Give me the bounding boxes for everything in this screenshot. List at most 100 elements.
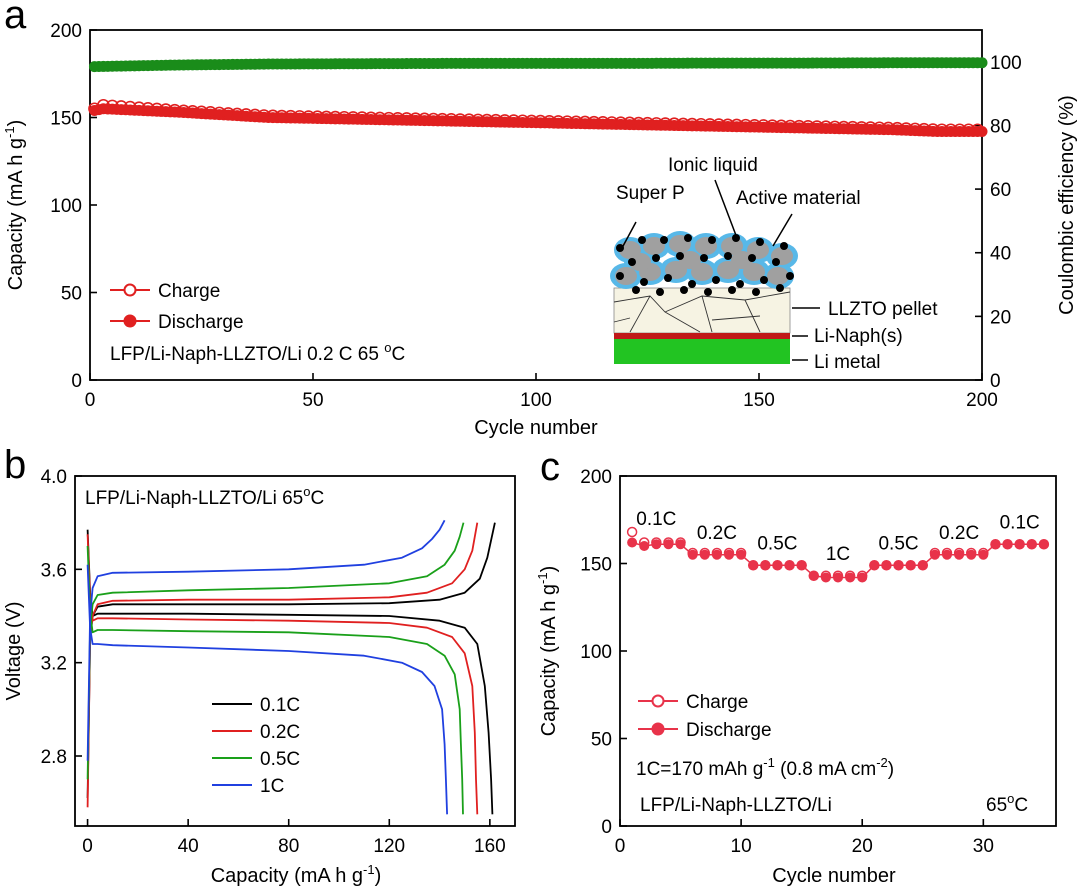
- y-tick-label: 0: [71, 371, 82, 392]
- panel-b-annotation: LFP/Li-Naph-LLZTO/Li 65oC: [85, 484, 324, 509]
- super-p-dot: [752, 288, 760, 296]
- curve-0.5C-charge: [86, 522, 465, 780]
- charge-point: [796, 560, 807, 571]
- legend-discharge-label: Discharge: [158, 312, 244, 333]
- charge-point: [856, 570, 868, 581]
- discharge-point: [990, 539, 1001, 550]
- super-p-dot: [660, 236, 668, 244]
- super-p-dot: [638, 236, 646, 244]
- charge-point: [364, 111, 378, 125]
- x-tick-label: 150: [743, 390, 775, 411]
- charge-point: [650, 117, 663, 130]
- charge-point: [676, 117, 690, 131]
- charge-point: [962, 123, 975, 137]
- discharge-point: [748, 560, 759, 571]
- y-tick-label: 100: [50, 196, 82, 217]
- charge-point: [587, 115, 601, 129]
- charge-point: [418, 112, 431, 126]
- super-p-dot: [684, 234, 692, 242]
- charge-point: [978, 547, 989, 559]
- super-p-dot: [628, 258, 636, 266]
- super-p-dot: [676, 252, 684, 260]
- charge-point: [391, 111, 405, 125]
- charge-point: [311, 110, 324, 124]
- rate-label: 0.2C: [939, 523, 979, 544]
- capacity-series: [88, 98, 988, 137]
- charge-point: [186, 104, 199, 118]
- charge-point: [810, 120, 824, 133]
- super-p-dot: [616, 272, 624, 280]
- charge-point: [774, 119, 788, 133]
- x-tick-label: 0: [615, 836, 626, 857]
- charge-point: [543, 114, 556, 128]
- super-p-dot: [712, 276, 720, 284]
- charge-point: [783, 119, 797, 133]
- panel-c-note-temp: 65oC: [986, 791, 1028, 816]
- super-p-label: Super P: [616, 183, 685, 204]
- charge-point: [213, 106, 226, 120]
- curve-0.1C-discharge: [86, 529, 494, 815]
- charge-point: [382, 111, 396, 125]
- charge-point: [735, 547, 747, 559]
- charge-point: [651, 537, 662, 548]
- discharge-point: [1038, 539, 1049, 550]
- charge-point: [97, 98, 110, 112]
- y2-tick-label: 100: [990, 53, 1022, 74]
- charge-point: [917, 560, 929, 571]
- charge-point: [248, 108, 262, 122]
- charge-point: [141, 102, 155, 115]
- x-tick-label: 0: [82, 836, 93, 857]
- charge-point: [302, 110, 315, 123]
- charge-point: [739, 118, 752, 132]
- charge-point: [638, 537, 650, 548]
- x-tick-label: 20: [852, 836, 873, 857]
- charge-point: [516, 114, 529, 128]
- charge-point: [926, 123, 940, 136]
- panel-c-legend: Charge Discharge: [638, 692, 772, 741]
- charge-point: [560, 115, 574, 128]
- charge-point: [971, 123, 984, 137]
- charge-point: [1026, 539, 1038, 550]
- charge-point: [808, 570, 820, 581]
- panel-b-x-axis-title: Capacity (mA h g-1): [211, 862, 382, 887]
- super-p-dot: [736, 280, 744, 288]
- charge-point: [641, 116, 654, 130]
- super-p-dot: [780, 242, 788, 250]
- charge-point: [855, 121, 868, 134]
- charge-point: [747, 560, 759, 571]
- active-material-particle: [629, 253, 651, 271]
- charge-point: [489, 113, 503, 127]
- x-tick-label: 100: [520, 390, 552, 411]
- charge-point: [890, 121, 904, 135]
- y-tick-label: 4.0: [41, 467, 67, 488]
- x-tick-label: 40: [178, 836, 199, 857]
- rate-label: 0.2C: [697, 523, 737, 544]
- llzto-grain-boundaries: [613, 291, 791, 333]
- panel-c-y-axis-title: Capacity (mA h g-1): [535, 566, 560, 737]
- charge-point: [908, 122, 922, 136]
- panel-c-y-ticks: 0 50 100 150 200: [580, 467, 627, 838]
- charge-point: [941, 547, 953, 559]
- active-material-particle: [731, 251, 753, 269]
- charge-point: [400, 112, 413, 125]
- x-tick-label: 200: [966, 390, 998, 411]
- charge-point: [177, 104, 190, 118]
- panel-a-y2-axis-title: Coulombic efficiency (%): [1056, 95, 1078, 315]
- legend-c-charge-label: Charge: [686, 692, 748, 713]
- panel-a-y-ticks: 0 50 100 150 200: [50, 21, 97, 392]
- super-p-dot: [760, 276, 768, 284]
- charge-point: [168, 103, 182, 117]
- panel-a-annotation: LFP/Li-Naph-LLZTO/Li 0.2 C 65 oC: [110, 340, 405, 365]
- discharge-point: [869, 560, 880, 571]
- super-p-dot: [704, 288, 712, 296]
- y-tick-label: 150: [50, 109, 82, 130]
- charge-point: [881, 560, 892, 571]
- super-p-dot: [664, 274, 672, 282]
- legend-c-charge-marker: [651, 694, 665, 708]
- charge-point: [899, 122, 913, 135]
- active-material-particle: [615, 267, 637, 285]
- rate-label: 0.5C: [878, 534, 918, 555]
- charge-point: [893, 560, 904, 571]
- charge-point: [409, 112, 422, 125]
